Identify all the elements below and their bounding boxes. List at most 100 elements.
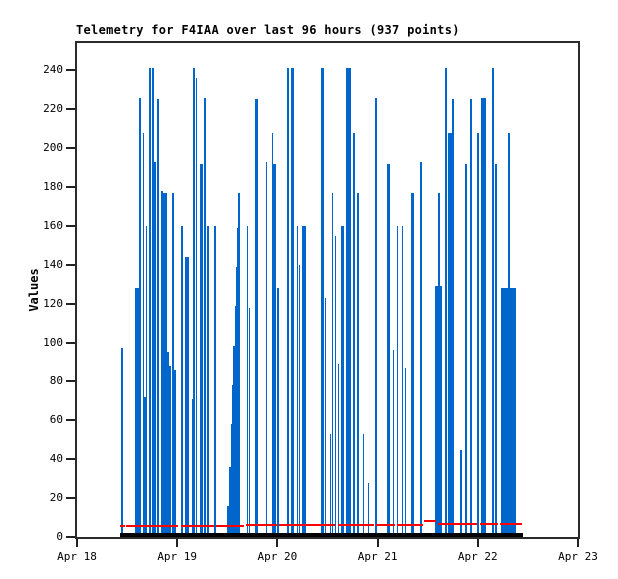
impulse-bar	[191, 398, 193, 537]
impulse-bar	[156, 99, 160, 537]
y-axis-tick	[66, 341, 75, 344]
marker-line-segment	[337, 524, 375, 527]
impulse-bar	[392, 350, 395, 537]
marker-line-segment	[279, 524, 336, 527]
impulse-bar	[154, 161, 156, 537]
impulse-bar	[451, 99, 454, 537]
x-axis-tick	[476, 539, 479, 547]
impulse-bar	[356, 192, 360, 537]
impulse-bar	[342, 225, 345, 537]
y-axis-tick	[66, 147, 75, 149]
y-axis-tick	[66, 224, 75, 227]
impulse-bar	[447, 132, 453, 537]
impulse-bar	[291, 68, 294, 537]
impulse-bar	[438, 192, 441, 537]
impulse-bar	[331, 192, 334, 537]
y-axis-tick	[66, 458, 75, 461]
x-axis-tick-label: Apr 20	[257, 550, 298, 563]
x-axis-tick	[76, 539, 78, 547]
impulse-bar	[161, 190, 163, 537]
x-axis-tick-label: Apr 21	[357, 550, 398, 563]
impulse-bar	[353, 132, 355, 537]
impulse-bar	[494, 163, 497, 537]
impulse-bar	[481, 97, 487, 537]
y-axis-tick-label: 220	[43, 102, 63, 116]
y-axis-tick-label: 20	[49, 491, 63, 505]
impulse-bar	[172, 192, 174, 537]
impulse-bar	[387, 163, 390, 537]
chart-title: Telemetry for F4IAA over last 96 hours (…	[76, 23, 460, 37]
impulse-bar	[181, 225, 184, 537]
impulse-bar	[174, 369, 176, 537]
y-axis-tick	[66, 302, 75, 305]
impulse-bar	[233, 346, 235, 537]
y-axis-tick-label: 40	[49, 452, 63, 466]
y-axis-tick	[66, 497, 75, 500]
impulse-bar	[235, 266, 238, 537]
x-axis-tick	[176, 539, 179, 547]
impulse-bar	[246, 225, 249, 537]
impulse-bar	[404, 367, 407, 537]
impulse-bar	[401, 225, 404, 537]
impulse-bar	[195, 78, 198, 537]
impulse-bar	[346, 68, 351, 537]
impulse-bar	[185, 256, 190, 537]
marker-line-segment	[437, 523, 478, 526]
impulse-bar	[419, 161, 422, 537]
impulse-bar	[410, 192, 414, 537]
impulse-bar	[238, 192, 240, 537]
impulse-bar	[227, 505, 229, 537]
x-axis-tick-label: Apr 18	[57, 550, 97, 563]
impulse-bar	[302, 225, 304, 537]
marker-line-segment	[397, 524, 424, 527]
impulse-bar	[477, 132, 479, 537]
impulse-bar	[167, 352, 169, 537]
x-axis-tick	[276, 539, 279, 547]
marker-line-segment	[245, 524, 277, 527]
impulse-bar	[362, 433, 365, 537]
y-axis-tick-label: 0	[56, 530, 63, 543]
marker-line-segment	[423, 520, 437, 523]
y-axis-tick-label: 140	[43, 257, 63, 271]
x-axis-tick	[577, 539, 579, 547]
x-axis-tick-label: Apr 22	[457, 550, 498, 563]
impulse-bar	[237, 227, 239, 537]
impulse-bar	[162, 192, 167, 537]
impulse-bar	[396, 225, 399, 537]
marker-line-segment	[479, 523, 499, 526]
impulse-bar	[207, 225, 209, 537]
impulse-bar	[145, 225, 148, 537]
y-axis-tick	[66, 69, 75, 72]
y-axis-tick-label: 80	[49, 374, 63, 388]
impulse-bar	[134, 288, 140, 537]
impulse-bar	[229, 467, 231, 537]
impulse-bar	[232, 385, 234, 537]
impulse-bar	[337, 363, 340, 537]
y-axis-tick	[66, 185, 75, 188]
y-axis-tick-label: 120	[43, 296, 63, 310]
x-axis-tick-label: Apr 23	[558, 550, 598, 563]
y-axis-tick	[66, 108, 75, 111]
impulse-bar	[148, 68, 152, 537]
impulse-bar	[193, 68, 196, 537]
y-axis-tick-label: 100	[43, 335, 63, 349]
impulse-bar	[367, 482, 370, 537]
marker-line-segment	[120, 525, 125, 528]
impulse-bar	[143, 397, 147, 537]
impulse-bar	[444, 68, 447, 537]
y-axis-tick-label: 60	[49, 413, 63, 427]
impulse-bar	[248, 307, 251, 537]
y-axis-tick-label: 240	[43, 63, 63, 77]
impulse-bar	[139, 97, 142, 537]
impulse-bar	[273, 163, 277, 537]
x-axis-tick-label: Apr 19	[157, 550, 198, 563]
impulse-bar	[334, 235, 337, 537]
impulse-bar	[324, 297, 327, 537]
impulse-bar	[121, 348, 123, 537]
impulse-bar	[340, 225, 343, 537]
impulse-bar	[507, 132, 510, 537]
y-axis-tick	[66, 263, 75, 266]
x-axis-tick	[376, 539, 379, 547]
y-axis-tick	[66, 419, 75, 422]
